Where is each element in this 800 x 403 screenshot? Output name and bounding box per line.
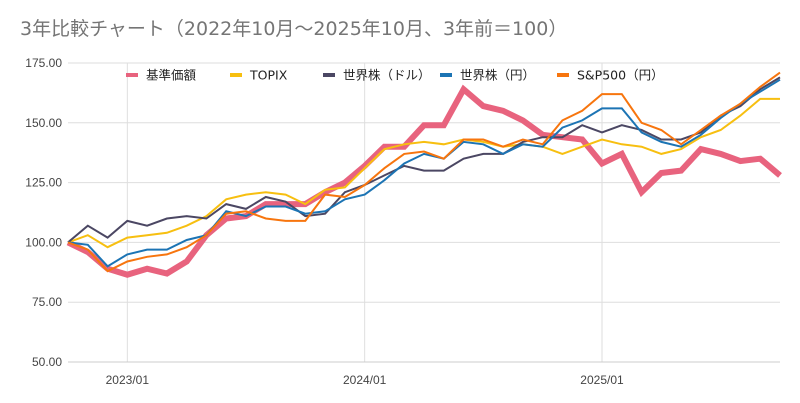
legend-label: S&P500（円） xyxy=(577,68,664,83)
legend-swatch xyxy=(557,73,569,77)
legend-label: 基準価額 xyxy=(146,68,197,83)
series-line-3 xyxy=(67,78,781,268)
series-line-4 xyxy=(67,71,781,273)
grid-lines xyxy=(68,62,780,363)
x-axis-ticks: 2023/01 2024/01 2025/01 xyxy=(106,373,624,387)
series-line-1 xyxy=(67,97,780,249)
legend-swatch xyxy=(126,73,138,77)
legend-label: 世界株（円） xyxy=(460,68,535,83)
y-tick-label: 125.00 xyxy=(25,176,62,190)
y-tick-label: 75.00 xyxy=(32,295,62,309)
legend-label: 世界株（ドル） xyxy=(343,68,431,83)
x-tick-label: 2024/01 xyxy=(343,373,387,387)
chart-title: 3年比較チャート（2022年10月〜2025年10月、3年前＝100） xyxy=(20,18,568,40)
y-tick-label: 50.00 xyxy=(32,355,62,369)
series-line-0 xyxy=(66,84,782,278)
x-tick-label: 2025/01 xyxy=(580,373,624,387)
legend: 基準価額 TOPIX 世界株（ドル） 世界株（円） S&P500（円） xyxy=(126,68,664,83)
legend-swatch xyxy=(323,73,335,77)
y-tick-label: 175.00 xyxy=(25,56,62,70)
legend-swatch xyxy=(440,73,452,77)
legend-swatch xyxy=(230,73,242,77)
series-line-2 xyxy=(67,76,781,244)
x-tick-label: 2023/01 xyxy=(106,373,150,387)
y-axis-ticks: 50.00 75.00 100.00 125.00 150.00 175.00 xyxy=(25,56,62,369)
y-tick-label: 150.00 xyxy=(25,116,62,130)
series-lines xyxy=(66,71,782,278)
legend-label: TOPIX xyxy=(249,68,288,83)
y-tick-label: 100.00 xyxy=(25,235,62,249)
